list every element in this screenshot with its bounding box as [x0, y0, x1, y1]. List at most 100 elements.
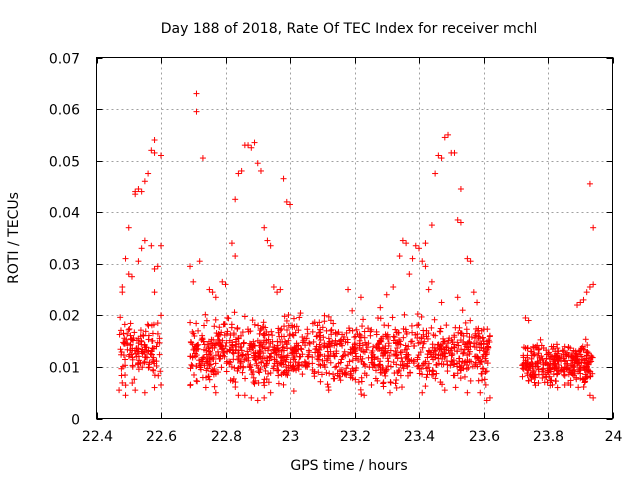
data-point [576, 348, 583, 355]
data-point [352, 376, 359, 383]
data-point [423, 374, 430, 381]
data-point [377, 315, 384, 322]
data-point [138, 188, 145, 195]
data-point [240, 351, 247, 358]
data-point [355, 357, 362, 364]
data-point [551, 365, 558, 372]
data-point [414, 334, 421, 341]
data-point [219, 352, 226, 359]
data-point [224, 348, 231, 355]
data-point [295, 362, 302, 369]
data-point [343, 329, 350, 336]
data-point [246, 340, 253, 347]
data-point [520, 344, 527, 351]
data-point [143, 348, 150, 355]
data-point [359, 342, 366, 349]
data-point [569, 363, 576, 370]
data-point [117, 346, 124, 353]
data-point [262, 367, 269, 374]
data-point [265, 379, 272, 386]
data-point [303, 335, 310, 342]
data-point [561, 381, 568, 388]
data-point [368, 354, 375, 361]
data-point [458, 362, 465, 369]
data-point [238, 347, 245, 354]
data-point [290, 366, 297, 373]
data-point [209, 289, 216, 296]
data-point [456, 324, 463, 331]
data-point [321, 312, 328, 319]
data-point [581, 366, 588, 373]
data-point [531, 379, 538, 386]
data-point [486, 333, 493, 340]
data-point [273, 358, 280, 365]
data-point [248, 144, 255, 151]
data-point [466, 348, 473, 355]
data-point [404, 372, 411, 379]
data-point [381, 370, 388, 377]
data-point [317, 329, 324, 336]
data-point [149, 337, 156, 344]
data-point [448, 358, 455, 365]
data-point [260, 379, 267, 386]
data-point [372, 375, 379, 382]
data-point [422, 383, 429, 390]
data-point [214, 333, 221, 340]
data-point [260, 350, 267, 357]
x-tick-label: 23.2 [340, 429, 371, 445]
data-point [391, 334, 398, 341]
data-point [133, 353, 140, 360]
x-axis: 22.4 22.6 22.8 23 23.2 23.4 23.6 23.8 24 [82, 57, 622, 445]
data-point [309, 328, 316, 335]
data-point [119, 379, 126, 386]
data-point [532, 361, 539, 368]
data-point [210, 368, 217, 375]
data-point [238, 343, 245, 350]
data-point [204, 365, 211, 372]
data-point [218, 343, 225, 350]
data-point [395, 340, 402, 347]
data-point [455, 342, 462, 349]
data-point [588, 358, 595, 365]
data-point [141, 358, 148, 365]
data-point [321, 318, 328, 325]
data-point [263, 339, 270, 346]
data-point [375, 363, 382, 370]
data-point [263, 362, 270, 369]
data-point [201, 341, 208, 348]
data-point [391, 351, 398, 358]
data-point [207, 340, 214, 347]
data-point [278, 326, 285, 333]
data-point [389, 314, 396, 321]
data-point [331, 342, 338, 349]
data-point [207, 355, 214, 362]
data-point [483, 349, 490, 356]
data-point [410, 343, 417, 350]
data-point [313, 343, 320, 350]
data-point [395, 368, 402, 375]
data-point [135, 186, 142, 193]
data-point [273, 345, 280, 352]
data-point [358, 374, 365, 381]
data-point [275, 372, 282, 379]
data-point [483, 357, 490, 364]
data-point [424, 364, 431, 371]
data-point [121, 321, 128, 328]
data-point [188, 361, 195, 368]
data-point [281, 333, 288, 340]
data-point [255, 379, 262, 386]
data-point [118, 348, 125, 355]
data-point [299, 371, 306, 378]
data-point [145, 332, 152, 339]
data-point [283, 317, 290, 324]
data-point [219, 278, 226, 285]
data-point [483, 340, 490, 347]
data-point [582, 360, 589, 367]
data-point [285, 337, 292, 344]
data-point [205, 373, 212, 380]
data-point [460, 332, 467, 339]
data-point [142, 344, 149, 351]
data-point [470, 340, 477, 347]
data-point [275, 367, 282, 374]
data-point [201, 322, 208, 329]
